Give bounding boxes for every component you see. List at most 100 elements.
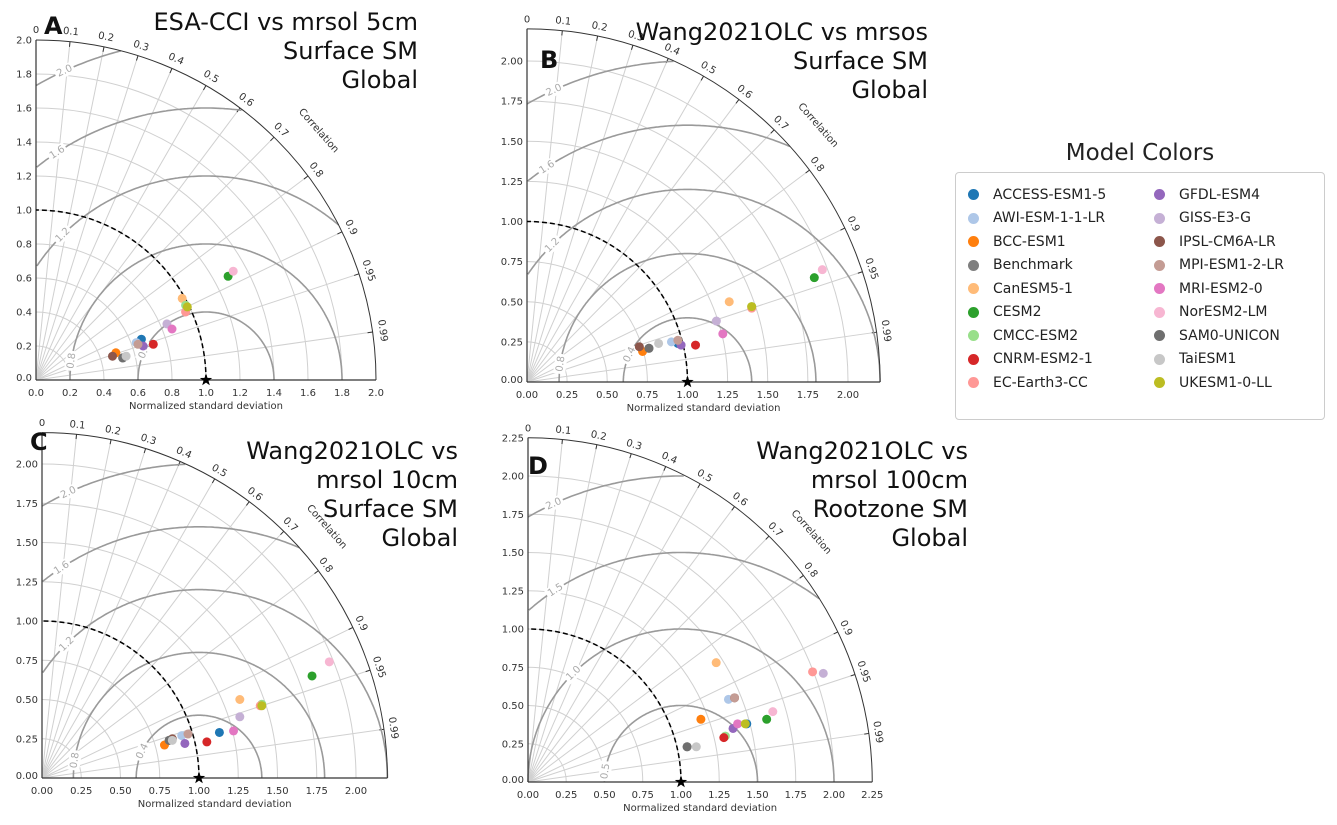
std-grid-arc — [526, 60, 849, 383]
legend-label: Benchmark — [993, 257, 1073, 274]
panel-title-line: ESA-CCI vs mrsol 5cm — [153, 8, 418, 36]
y-tick-label: 1.25 — [502, 586, 524, 597]
corr-tick — [700, 75, 704, 81]
x-tick-label: 1.75 — [306, 786, 328, 797]
corr-tick-label: 0.1 — [69, 419, 86, 432]
x-tick-label: 0.00 — [31, 786, 53, 797]
corr-tick — [135, 55, 139, 61]
legend-marker — [968, 353, 979, 365]
x-tick-label: 1.00 — [676, 390, 698, 401]
y-tick-label: 0.0 — [16, 373, 32, 384]
std-grid-arc — [41, 502, 318, 779]
corr-tick — [735, 99, 740, 104]
legend-label: EC-Earth3-CC — [993, 374, 1088, 391]
y-tick-label: 1.00 — [16, 617, 38, 628]
legend-marker — [1154, 330, 1165, 342]
x-tick-label: 0.50 — [109, 786, 131, 797]
corr-grid-line — [527, 483, 701, 783]
corr-tick-label: 0.3 — [132, 39, 150, 54]
panel-title-line: Wang2021OLC vs — [756, 437, 968, 465]
y-tick-label: 2.00 — [501, 57, 523, 68]
corr-grid-line — [526, 45, 634, 383]
legend-marker — [1154, 259, 1165, 271]
y-tick-label: 0.75 — [16, 656, 38, 667]
rms-label-bg — [553, 353, 568, 375]
rms-contour-label: 0.8 — [69, 752, 82, 769]
corr-tick-label: 0.2 — [97, 30, 115, 44]
model-point-cnrm-esm2-1 — [719, 733, 729, 743]
model-point-cnrm-esm2-1 — [148, 339, 158, 349]
legend-marker — [968, 330, 979, 342]
corr-tick — [270, 136, 275, 142]
x-tick-label: 1.2 — [232, 388, 248, 399]
model-point-taiesm1 — [691, 742, 701, 752]
rms-contour-label: 0.8 — [65, 352, 78, 369]
corr-tick — [799, 575, 804, 579]
model-point-ukesm1-0-ll — [182, 302, 192, 312]
x-tick-label: 1.50 — [757, 390, 779, 401]
model-point-noresm2-lm — [228, 266, 238, 276]
corr-tick-label: 0.6 — [730, 490, 749, 508]
y-tick-label: 0.25 — [502, 739, 524, 750]
model-point-sam0-unicon — [682, 742, 692, 752]
corr-tick-label: 0.99 — [870, 720, 884, 744]
y-tick-label: 1.8 — [16, 70, 32, 81]
x-tick-label: 0.75 — [149, 786, 171, 797]
legend-item: MPI-ESM1-2-LR — [1154, 254, 1324, 278]
std-grid-arc — [527, 590, 720, 783]
rms-contour — [36, 107, 242, 168]
corr-grid-line — [526, 99, 740, 383]
model-point-mpi-esm1-2-lr — [133, 339, 143, 349]
legend-marker — [1154, 189, 1165, 201]
x-tick-label: 2.00 — [345, 786, 367, 797]
corr-tick-label: 0.9 — [845, 215, 862, 234]
x-tick-label: 1.00 — [670, 790, 692, 801]
corr-grid-line — [527, 444, 598, 783]
model-point-cesm2 — [762, 714, 772, 724]
legend-label: NorESM2-LM — [1179, 304, 1268, 321]
legend-marker — [968, 377, 979, 389]
legend-label: GISS-E3-G — [1179, 210, 1251, 227]
rms-label-bg — [542, 494, 566, 514]
corr-tick — [246, 501, 250, 506]
x-tick-label: 0.4 — [96, 388, 112, 399]
legend-marker — [968, 236, 979, 248]
legend-marker — [968, 259, 979, 271]
x-tick-label: 2.00 — [837, 390, 859, 401]
y-tick-label: 1.50 — [501, 137, 523, 148]
corr-grid-line — [527, 535, 770, 783]
corr-tick — [731, 506, 735, 511]
y-tick-label: 1.50 — [16, 538, 38, 549]
corr-grid-line — [527, 466, 667, 783]
legend-label: IPSL-CM6A-LR — [1179, 233, 1276, 250]
rms-label-bg — [49, 557, 74, 579]
x-tick-label: 0.50 — [593, 790, 615, 801]
corr-tick — [765, 535, 770, 540]
y-tick-label: 0.75 — [501, 257, 523, 268]
model-point-mri-esm2-0 — [167, 324, 177, 334]
corr-grid-line — [526, 129, 775, 383]
y-tick-label: 1.75 — [16, 499, 38, 510]
rms-label-bg — [562, 661, 585, 685]
x-tick-label: 0.50 — [596, 390, 618, 401]
legend-marker — [968, 283, 979, 295]
x-axis-label: Normalized standard deviation — [129, 401, 283, 412]
panel-title-line: Global — [381, 524, 458, 552]
y-tick-label: 0.8 — [16, 240, 32, 251]
rms-label-bg — [64, 350, 79, 372]
y-tick-label: 1.25 — [16, 577, 38, 588]
legend-label: ACCESS-ESM1-5 — [993, 186, 1107, 203]
corr-grid-line — [41, 626, 354, 779]
corr-tick — [770, 129, 775, 134]
x-axis-label: Normalized standard deviation — [138, 799, 292, 810]
corr-grid-line — [41, 461, 181, 779]
legend: ACCESS-ESM1-5 AWI-ESM-1-1-LR BCC-ESM1 Bench… — [955, 172, 1325, 420]
panel-letter: B — [540, 46, 558, 74]
y-tick-label: 0.00 — [502, 775, 524, 786]
corr-grid-line — [526, 75, 704, 383]
corr-grid-line — [41, 478, 216, 779]
x-tick-label: 0.25 — [555, 790, 577, 801]
corr-tick — [211, 478, 216, 484]
model-point-canesm5-1 — [724, 297, 734, 307]
std-grid-arc — [527, 513, 797, 783]
